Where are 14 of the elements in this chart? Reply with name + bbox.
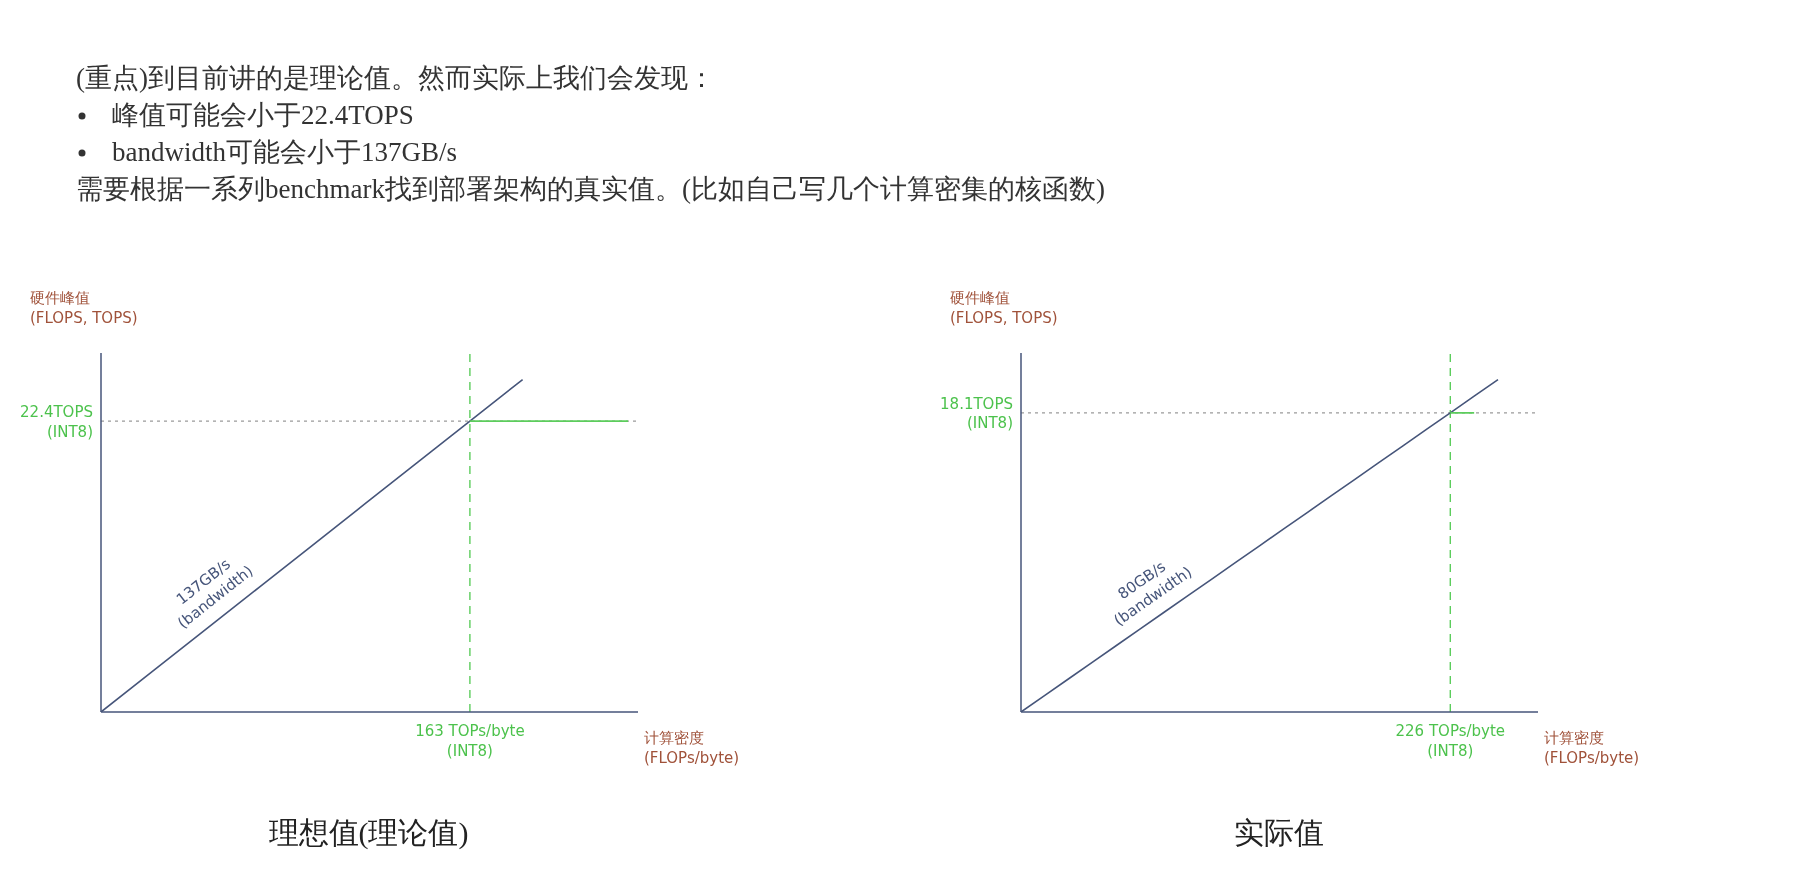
text: 实际值 xyxy=(1232,815,1325,851)
ref-line-label: 22.4TOPS (INT8) xyxy=(20,403,93,441)
y-axis-title: 硬件峰值 (FLOPS, TOPS) xyxy=(950,289,1058,327)
text: 163 TOPs/byte (INT8) xyxy=(415,722,525,760)
x-axis-title: 计算密度 (FLOPs/byte) xyxy=(1544,729,1640,767)
text: bandwidth可能会小于137GB/s xyxy=(112,136,458,169)
text: 峰值可能会小于22.4TOPS xyxy=(112,99,414,132)
text: 需要根据一系列benchmark找到部署架构的真实值。(比如自己写几个计算密集的核函数) xyxy=(76,173,1105,206)
text: 理想值(理论值) xyxy=(267,815,470,851)
text: (重点)到目前讲的是理论值。然而实际上我们会发现： xyxy=(76,62,715,95)
ref-line-label: 18.1TOPS (INT8) xyxy=(940,394,1013,433)
x-axis-title: 计算密度 (FLOPs/byte) xyxy=(644,729,740,767)
y-axis-title: 硬件峰值 (FLOPS, TOPS) xyxy=(30,289,138,327)
text: 226 TOPs/byte (INT8) xyxy=(1395,722,1506,760)
